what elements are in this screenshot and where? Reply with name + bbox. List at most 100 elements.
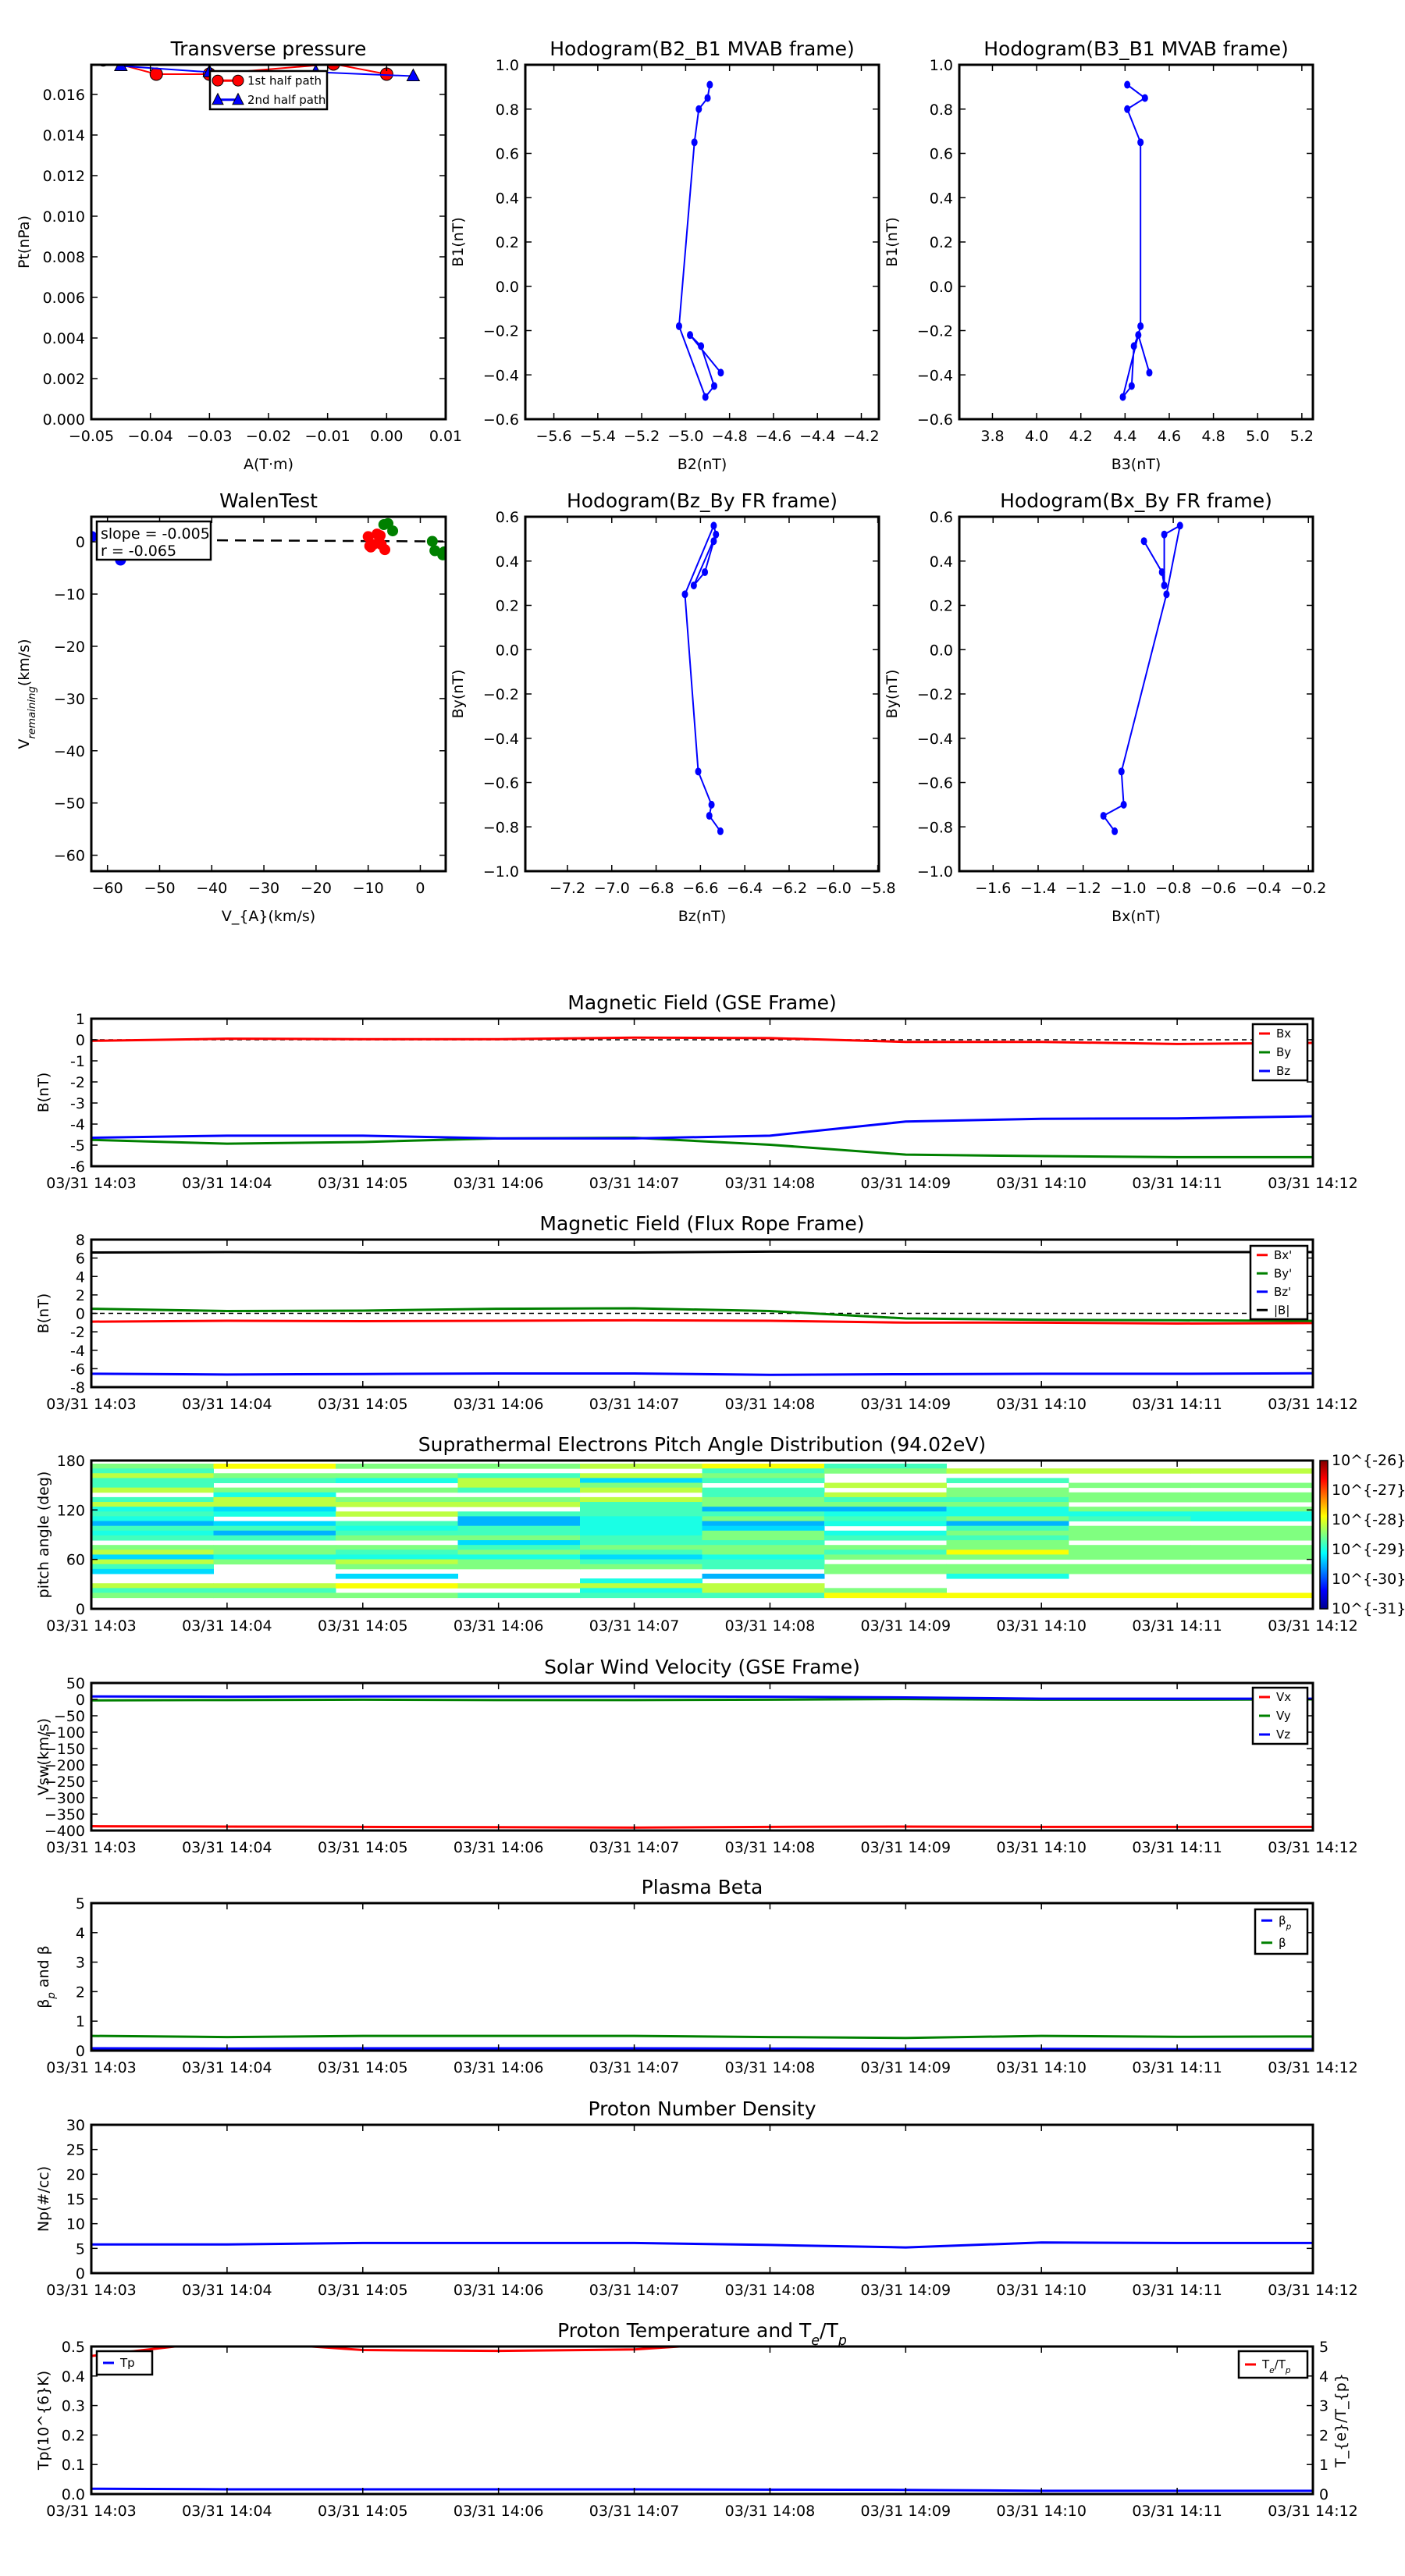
heatmap-cell: [91, 1592, 214, 1599]
series-line-0: [684, 523, 721, 832]
y-tick-label: 5: [76, 1895, 85, 1912]
x-tick-label: −6.8: [638, 880, 674, 897]
y-tick-label: 10: [66, 2216, 85, 2233]
heatmap-cell: [580, 1550, 702, 1555]
heatmap-cell: [91, 1516, 214, 1522]
scatter-point: [91, 531, 98, 543]
heatmap-cell: [580, 1482, 702, 1489]
heatmap-cell: [91, 1559, 214, 1565]
x-tick-label: −50: [144, 880, 175, 897]
heatmap-cell: [457, 1502, 581, 1507]
x-tick-label: −60: [92, 880, 123, 897]
y-tick-label: 0.4: [930, 190, 953, 207]
x-tick-label: 03/31 14:07: [589, 2503, 680, 2520]
heatmap-cell: [213, 1592, 336, 1599]
x-axis-label: B2(nT): [678, 456, 727, 473]
scatter-point: [362, 531, 374, 543]
heatmap-cell: [91, 1496, 214, 1503]
heatmap-cell: [580, 1496, 702, 1503]
data-point: [149, 67, 163, 81]
x-tick-label: 03/31 14:08: [725, 2059, 816, 2076]
y-tick-label: 25: [66, 2142, 85, 2159]
heatmap-cell: [580, 1583, 702, 1589]
y2-tick-label: 2: [1319, 2427, 1329, 2444]
x-tick-label: −30: [248, 880, 279, 897]
y-tick-label: 0.008: [43, 249, 85, 266]
y-tick-label: −0.4: [917, 367, 953, 384]
x-tick-label: −0.6: [1200, 880, 1236, 897]
data-point: [1128, 382, 1135, 390]
y-axis-label: Pt(nPa): [16, 215, 33, 269]
y-tick-label: 8: [76, 1232, 85, 1249]
data-point: [675, 322, 682, 330]
x-tick-label: −0.8: [1155, 880, 1191, 897]
heatmap-cell: [213, 1554, 336, 1560]
heatmap-cell: [702, 1588, 825, 1593]
heatmap-cell: [336, 1521, 458, 1527]
x-tick-label: −0.02: [246, 428, 291, 445]
x-tick-label: 03/31 14:04: [182, 2282, 272, 2299]
heatmap-cell: [336, 1464, 458, 1469]
heatmap-cell: [213, 1545, 336, 1550]
heatmap-cell: [213, 1507, 336, 1512]
data-point: [1119, 393, 1126, 401]
y-tick-label: 0.4: [496, 553, 519, 571]
axes-frame: [958, 515, 1314, 873]
heatmap-cell: [336, 1545, 458, 1550]
series-line-1: [91, 1137, 1313, 1158]
y-tick-label: -8: [70, 1379, 85, 1397]
y2-tick-label: 1: [1319, 2457, 1329, 2474]
heatmap-cell: [824, 1588, 947, 1593]
plot-area: [91, 2034, 1313, 2051]
axes-frame: [90, 1459, 1314, 1610]
heatmap-cell: [824, 1530, 947, 1536]
y-tick-label: 5: [76, 2240, 85, 2258]
y-tick-label: 0.4: [930, 553, 953, 571]
x-tick-label: 03/31 14:11: [1132, 1839, 1222, 1856]
chart-title: Transverse pressure: [170, 37, 367, 60]
scatter-point: [365, 541, 377, 553]
y-tick-label: 0: [76, 1306, 85, 1323]
heatmap-cell: [336, 1573, 458, 1579]
heatmap-cell: [336, 1592, 458, 1599]
x-tick-label: −6.6: [682, 880, 718, 897]
data-point: [1124, 105, 1131, 113]
legend-label: 1st half path: [247, 73, 322, 87]
heatmap-cell: [213, 1473, 336, 1478]
x-tick-label: −6.4: [727, 880, 763, 897]
heatmap-cell: [702, 1492, 825, 1498]
x-tick-label: 03/31 14:06: [454, 2059, 544, 2076]
x-tick-label: 03/31 14:06: [454, 1839, 544, 1856]
y-tick-label: 0.0: [930, 642, 953, 659]
x-tick-label: 03/31 14:05: [318, 2282, 408, 2299]
heatmap-cell: [946, 1545, 1069, 1550]
heatmap-cell: [580, 1564, 702, 1570]
heatmap-cell: [91, 1468, 214, 1474]
heatmap-cell: [213, 1559, 336, 1565]
heatmap-cell: [702, 1473, 825, 1478]
x-tick-label: 03/31 14:03: [46, 1175, 137, 1192]
y2-axis-label: T_{e}/T_{p}: [1332, 2373, 1350, 2468]
heatmap-cell: [580, 1502, 702, 1507]
y-tick-label: −30: [54, 691, 85, 708]
heatmap-cell: [213, 1525, 336, 1532]
legend-left: Tp: [95, 2350, 154, 2376]
y-tick-label: 0.2: [62, 2427, 85, 2444]
y-axis-label: βp and β: [35, 1945, 58, 2008]
x-tick-label: 03/31 14:06: [454, 2503, 544, 2520]
y-tick-label: −20: [54, 639, 85, 656]
chart-title: Hodogram(Bz_By FR frame): [567, 489, 838, 512]
x-tick-label: −7.2: [550, 880, 585, 897]
heatmap-cell: [1190, 1564, 1313, 1570]
heatmap-cell: [213, 1550, 336, 1555]
y-tick-label: 2: [76, 1287, 85, 1304]
legend-label: By': [1274, 1266, 1292, 1280]
heatmap-cell: [946, 1507, 1069, 1512]
colorbar-gradient: [1319, 1460, 1329, 1610]
heatmap-cell: [1190, 1516, 1313, 1522]
data-point: [326, 65, 340, 71]
chart-title: Magnetic Field (Flux Rope Frame): [539, 1212, 864, 1235]
heatmap-cell: [457, 1516, 581, 1522]
x-tick-label: −40: [196, 880, 227, 897]
axes-frame: [90, 1017, 1314, 1168]
